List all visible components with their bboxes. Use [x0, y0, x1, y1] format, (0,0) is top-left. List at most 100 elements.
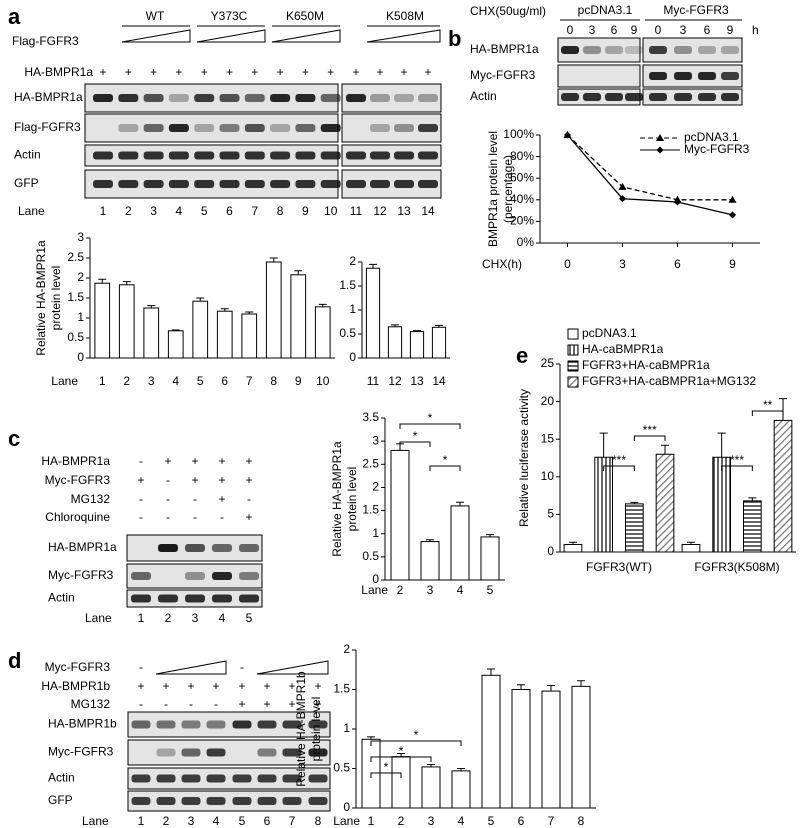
bar: [421, 766, 441, 809]
band: [118, 180, 139, 188]
bar: [594, 456, 614, 553]
sign: +: [218, 473, 225, 487]
x-tick-label: 6: [518, 814, 525, 828]
y-tick-label: 3: [77, 230, 84, 244]
lane-number: 3: [150, 204, 157, 218]
x-tick-label: FGFR3(K508M): [694, 560, 779, 574]
significance-bracket: [370, 740, 462, 746]
row-label: Actin: [14, 148, 41, 162]
band: [131, 594, 151, 603]
marker: [728, 195, 737, 203]
lane-number: 7: [289, 814, 296, 828]
sign: +: [191, 473, 198, 487]
significance-label: *: [399, 744, 404, 758]
row-label: HA-BMPR1a: [48, 540, 117, 554]
band: [418, 94, 438, 102]
y-tick-label: 0: [547, 544, 554, 558]
x-tick-label: 8: [578, 814, 585, 828]
band: [320, 124, 341, 132]
sign: +: [400, 65, 407, 79]
band: [156, 774, 176, 783]
sign: +: [137, 473, 144, 487]
y-axis-label: Relative HA-BMPR1b: [294, 671, 308, 787]
sign: -: [164, 697, 168, 711]
sign: -: [166, 473, 170, 487]
band: [93, 151, 113, 160]
band: [156, 720, 176, 729]
legend-swatch: [567, 360, 579, 372]
band: [194, 94, 215, 102]
error-bar: [568, 541, 577, 545]
bar: [451, 770, 471, 809]
band: [239, 594, 259, 603]
band: [244, 94, 265, 102]
band: [143, 94, 164, 102]
band: [270, 124, 291, 132]
band: [370, 151, 390, 160]
y-tick-label: 0%: [517, 235, 535, 249]
condition-label: MG132: [71, 492, 111, 506]
band: [206, 774, 226, 783]
bar: [265, 261, 282, 359]
band: [346, 151, 366, 160]
legend-swatch: [567, 376, 579, 388]
sign: +: [314, 697, 321, 711]
bar: [480, 536, 500, 581]
condition-label: HA-BMPR1a: [41, 454, 110, 468]
legend-label: pcDNA3.1: [684, 130, 739, 144]
y-tick-label: 25: [541, 356, 555, 370]
band: [370, 94, 390, 102]
lane-number: 1: [138, 814, 145, 828]
lane-number: 8: [277, 204, 284, 218]
bar: [563, 543, 583, 553]
y-axis-label: protein level: [309, 697, 323, 762]
error-bar: [98, 278, 107, 284]
band: [219, 180, 240, 188]
y-tick-label: 1.5: [67, 290, 84, 304]
group-label: K650M: [286, 9, 324, 23]
band: [698, 93, 716, 101]
bar: [390, 449, 410, 581]
legend-label: FGFR3+HA-caBMPR1a+MG132: [582, 374, 756, 388]
error-bar: [294, 270, 303, 275]
legend-swatch: [567, 344, 579, 356]
x-tick-label: 2: [398, 814, 405, 828]
significance-label: *: [384, 760, 389, 774]
x-tick-label: 7: [246, 374, 253, 388]
error-bar: [413, 330, 421, 332]
band: [131, 797, 151, 805]
sign: +: [314, 679, 321, 693]
sign: +: [164, 454, 171, 468]
y-tick-label: 2: [349, 254, 356, 268]
bar: [241, 313, 258, 359]
band: [394, 180, 414, 188]
band: [270, 180, 291, 188]
x-tick-label: 4: [172, 374, 179, 388]
significance-bracket: [603, 465, 635, 471]
row-label: Flag-FGFR3: [14, 120, 81, 134]
error-bar: [630, 501, 639, 504]
band: [181, 720, 201, 729]
band: [257, 774, 277, 783]
band: [185, 544, 205, 552]
lane-number: 4: [213, 814, 220, 828]
y-axis-label: protein level: [49, 266, 63, 331]
sign: +: [263, 679, 270, 693]
band: [181, 797, 201, 805]
bar: [94, 282, 111, 359]
blot: [127, 767, 331, 790]
error-bar: [456, 501, 464, 506]
bar: [216, 310, 233, 359]
sign: +: [218, 492, 225, 506]
x-tick-label: 7: [548, 814, 555, 828]
series-line: [567, 134, 733, 216]
x-tick-label: 3: [148, 374, 155, 388]
bar: [742, 500, 762, 553]
band: [244, 151, 265, 160]
bar: [681, 543, 701, 553]
band: [308, 797, 328, 805]
sign: +: [263, 697, 270, 711]
row-label: HA-BMPR1a: [24, 65, 93, 79]
band: [605, 46, 623, 54]
